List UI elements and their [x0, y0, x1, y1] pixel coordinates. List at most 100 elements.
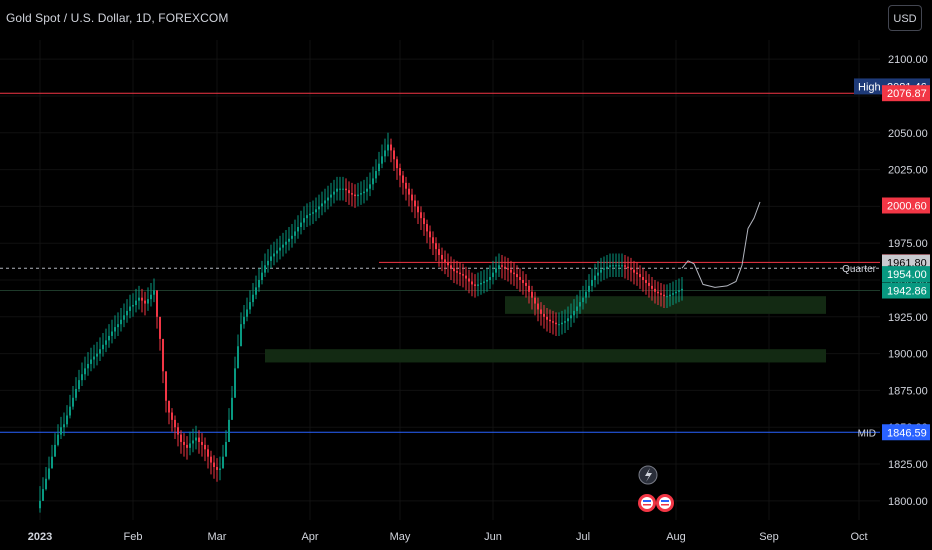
candle-body — [438, 249, 440, 255]
candle-body — [498, 265, 500, 269]
candle-body — [414, 200, 416, 207]
candle-body — [345, 188, 347, 191]
candle-body — [468, 278, 470, 282]
candle-body — [258, 280, 260, 288]
candle-body — [102, 344, 104, 350]
candle-body — [348, 190, 350, 194]
chart-grid — [0, 40, 880, 520]
level-1954-label-bg — [882, 266, 930, 283]
candle-body — [255, 287, 257, 295]
candle-body — [627, 266, 629, 269]
candle-body — [144, 300, 146, 304]
candle-body — [246, 309, 248, 317]
price-labels: 2081.46High2076.872000.601962.001961.801… — [854, 78, 930, 441]
candle-body — [630, 268, 632, 270]
candle-body — [366, 188, 368, 192]
candle-body — [261, 272, 263, 280]
support-zone-upper — [505, 296, 826, 314]
candle-body — [183, 441, 185, 445]
currency-button[interactable]: USD — [888, 5, 922, 31]
us-flag-icon[interactable] — [638, 494, 656, 512]
candle-body — [78, 380, 80, 389]
candle-body — [462, 274, 464, 276]
candle-body — [195, 437, 197, 441]
lightning-icon[interactable] — [638, 465, 658, 485]
x-tick-label: 2023 — [28, 531, 52, 543]
horizontal-lines: Quarter MID — [0, 92, 880, 439]
candle-body — [681, 288, 683, 291]
candle-body — [186, 444, 188, 448]
candle-body — [396, 159, 398, 169]
candle-body — [495, 268, 497, 273]
candle-body — [576, 306, 578, 311]
candle-body — [435, 243, 437, 250]
candle-body — [171, 412, 173, 420]
y-tick-label: 2100.00 — [888, 54, 928, 66]
candle-body — [426, 224, 428, 232]
candle-body — [282, 244, 284, 248]
candle-body — [375, 171, 377, 179]
candle-body — [504, 266, 506, 269]
candle-body — [561, 322, 563, 325]
candle-body — [309, 213, 311, 216]
candle-body — [237, 346, 239, 369]
candle-body — [93, 356, 95, 360]
candle-body — [351, 193, 353, 195]
candle-body — [405, 182, 407, 189]
candle-body — [645, 280, 647, 283]
candle-body — [54, 444, 56, 457]
candle-body — [651, 285, 653, 289]
candle-body — [42, 489, 44, 501]
candle-body — [456, 271, 458, 273]
candle-body — [408, 188, 410, 195]
candle-body — [108, 335, 110, 341]
candle-body — [453, 268, 455, 272]
candle-body — [285, 241, 287, 245]
us-flag-icon[interactable] — [656, 494, 674, 512]
candle-body — [360, 193, 362, 195]
candle-body — [138, 297, 140, 301]
candle-body — [459, 272, 461, 275]
event-markers[interactable] — [638, 465, 674, 512]
candle-body — [603, 268, 605, 270]
candle-body — [555, 322, 557, 325]
chart-zones — [265, 296, 826, 363]
candle-body — [150, 294, 152, 300]
candle-body — [228, 419, 230, 442]
candle-body — [165, 371, 167, 401]
candle-body — [207, 449, 209, 457]
candle-body — [225, 441, 227, 457]
candle-body — [372, 178, 374, 185]
y-tick-label: 1825.00 — [888, 459, 928, 471]
candle-body — [471, 281, 473, 285]
candle-body — [384, 150, 386, 157]
level-1954-label: 1954.00 — [887, 269, 927, 281]
candle-body — [312, 212, 314, 214]
candle-body — [579, 302, 581, 307]
candle-body — [423, 218, 425, 225]
candle-body — [510, 269, 512, 273]
candle-body — [45, 478, 47, 490]
level-2000-label: 2000.60 — [887, 200, 927, 212]
candle-body — [324, 200, 326, 204]
candle-body — [621, 265, 623, 267]
time-axis[interactable]: 2023 Feb Mar Apr May Jun Jul Aug Sep Oct — [28, 531, 868, 543]
candle-body — [315, 209, 317, 213]
candle-body — [444, 259, 446, 263]
candle-body — [585, 291, 587, 298]
candle-body — [222, 456, 224, 469]
candle-body — [486, 280, 488, 282]
candle-body — [546, 316, 548, 320]
candle-body — [417, 206, 419, 213]
level-1942-label-bg — [882, 282, 930, 299]
candle-body — [507, 268, 509, 270]
candle-body — [126, 310, 128, 316]
candle-body — [531, 291, 533, 298]
x-tick-label: Apr — [301, 531, 318, 543]
candle-body — [96, 353, 98, 357]
candle-body — [615, 265, 617, 267]
candle-body — [321, 203, 323, 207]
candle-body — [525, 282, 527, 286]
candle-body — [330, 194, 332, 198]
